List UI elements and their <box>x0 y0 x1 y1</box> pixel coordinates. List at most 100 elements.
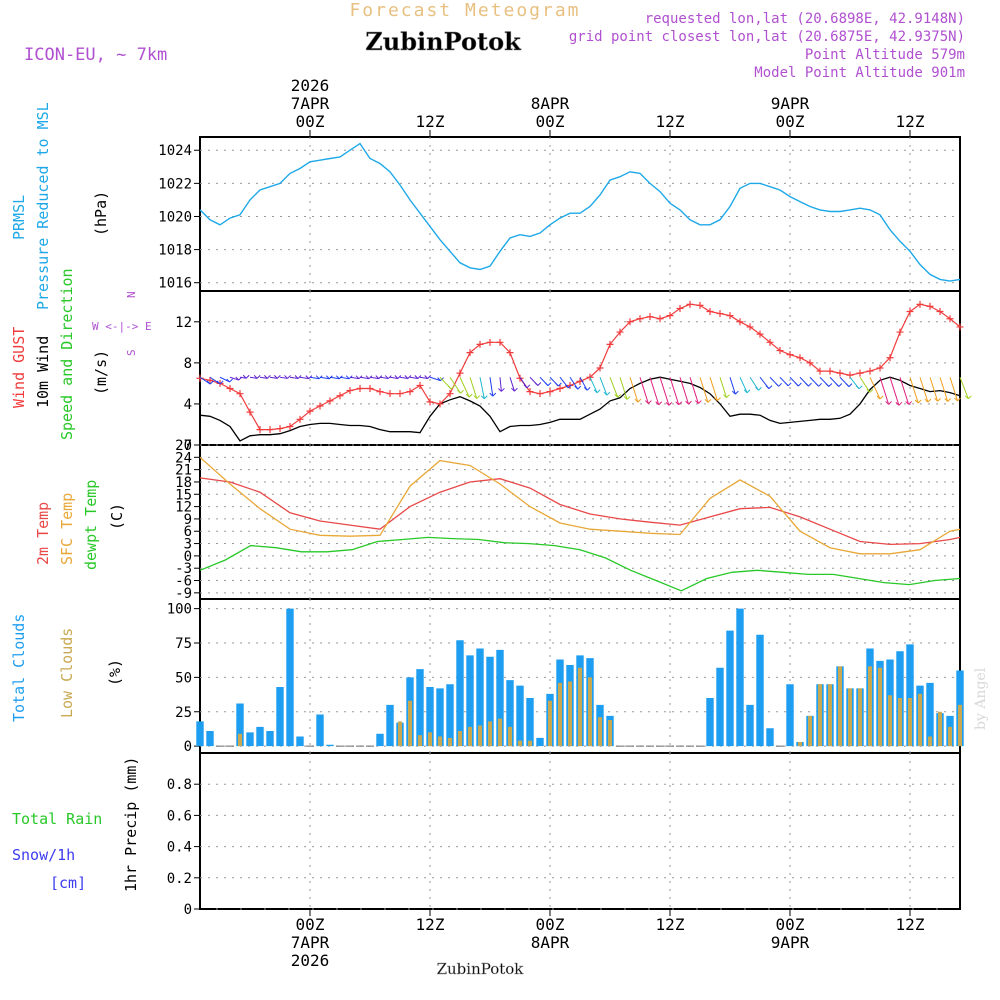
wind-barb-head <box>876 395 884 400</box>
wind-barb-head <box>206 380 214 385</box>
gust-line-marker <box>516 374 524 382</box>
gust-line-marker <box>766 338 774 346</box>
gust-line <box>199 303 961 431</box>
precip-unit-label: 1hr Precip (mm) <box>122 757 140 892</box>
top-hour-label: 12Z <box>896 112 925 131</box>
gust-line-marker <box>736 318 744 326</box>
low-cloud-bar <box>238 733 242 747</box>
y-tick-label: 24 <box>175 450 192 466</box>
wind-barb <box>309 376 320 380</box>
snow-label: Snow/1h <box>12 846 75 864</box>
low-cloud-bar <box>458 731 462 747</box>
gust-line-marker <box>946 315 954 323</box>
low-cloud-bar <box>818 684 822 747</box>
wind-barb-head <box>765 385 773 389</box>
low-cloud-bar <box>518 740 522 747</box>
y-tick-label: 6 <box>184 524 192 540</box>
wind-barb-head <box>655 401 663 406</box>
wind-barb-head <box>964 395 972 400</box>
gust-line-marker <box>816 367 824 375</box>
wind-barb-head <box>574 385 582 390</box>
wind-barb <box>629 377 639 403</box>
low-cloud-bar <box>898 698 902 747</box>
wind-barb <box>429 376 441 382</box>
temp-unit-label: (C) <box>108 503 126 530</box>
gust-line-marker <box>356 385 364 393</box>
location-title: ZubinPotok <box>365 27 522 56</box>
plot-layer: 1016101810201022102404812-9-6-3036912151… <box>158 137 972 918</box>
wind-barb <box>699 377 709 403</box>
gust-line-marker <box>876 364 884 372</box>
gust-line-marker <box>836 369 844 377</box>
wind-barb <box>239 376 247 379</box>
gust-line-marker <box>476 340 484 348</box>
gust-line-marker <box>536 390 544 398</box>
gust-line-marker <box>316 402 324 410</box>
gust-line-marker <box>686 300 694 308</box>
low-cloud-bar <box>418 735 422 747</box>
total-cloud-bar <box>266 731 274 747</box>
y-tick-label: 1022 <box>158 176 192 192</box>
total-cloud-bar <box>286 608 294 747</box>
wind-barb <box>639 377 649 404</box>
total-cloud-bar <box>326 744 334 747</box>
gust-line-marker <box>266 426 274 434</box>
y-tick-label: -6 <box>175 574 192 590</box>
gust-line-marker <box>676 304 684 312</box>
low-cloud-bar <box>398 721 402 747</box>
low-cloud-bar <box>958 704 962 747</box>
wind-barb-head <box>480 395 488 400</box>
total-cloud-bar <box>276 687 284 747</box>
gust-line-marker <box>336 392 344 400</box>
wind-barb-head <box>685 400 692 405</box>
wind-barb-head <box>665 401 673 406</box>
low-cloud-bar <box>548 700 552 747</box>
gust-line-marker <box>646 313 654 321</box>
wind-barb-head <box>805 382 812 387</box>
tsfc-label: SFC Temp <box>58 493 76 565</box>
y-tick-label: 27 <box>175 438 192 454</box>
cloud-labels: Total Clouds Low Clouds (%) <box>10 614 124 722</box>
wind-barb-head <box>294 375 302 379</box>
wind-barb-head <box>473 395 481 399</box>
wind-barb-head <box>603 391 611 396</box>
low-cloud-bar <box>918 693 922 747</box>
bottom-date-label: 8APR <box>531 933 570 952</box>
gust-line-marker <box>206 376 214 384</box>
panel-frame <box>199 136 961 292</box>
low-cloud-bar <box>908 698 912 747</box>
gust-line-marker <box>236 390 244 398</box>
total-cloud-bar <box>416 669 424 747</box>
gust-line-marker <box>526 388 534 396</box>
wind-barb <box>919 377 929 403</box>
model-label: ICON-EU, ~ 7km <box>24 45 167 65</box>
total-cloud-bar <box>516 685 524 747</box>
total-cloud-bar <box>466 655 474 747</box>
wind-barb-head <box>845 383 853 388</box>
wind-barb <box>889 377 900 406</box>
y-tick-label: 0.6 <box>167 808 192 824</box>
wind-barb <box>649 377 660 405</box>
wind-barb <box>689 377 699 404</box>
gust-line-marker <box>566 381 574 389</box>
wind-barb-head <box>634 398 642 403</box>
top-date-label: 9APR <box>771 94 810 113</box>
bottom-date-label: 7APR <box>291 933 330 952</box>
low-cloud-bar <box>808 715 812 747</box>
y-tick-label: 0.4 <box>167 840 192 856</box>
total-cloud-bar <box>386 704 394 747</box>
gust-line-marker <box>636 315 644 323</box>
wind-barb <box>399 376 408 379</box>
gust-line-marker <box>626 318 634 326</box>
y-tick-label: 21 <box>175 463 192 479</box>
wind-barb-head <box>775 382 783 387</box>
total-cloud-bar <box>706 698 714 747</box>
wind-barb-head <box>263 375 271 379</box>
top-year-label: 2026 <box>291 76 330 95</box>
wind-barb-head <box>424 375 432 379</box>
wind-barb-head <box>905 401 912 405</box>
wind-barb-head <box>895 401 903 406</box>
gust-line-marker <box>226 385 234 393</box>
low-cloud-bar <box>448 737 452 747</box>
